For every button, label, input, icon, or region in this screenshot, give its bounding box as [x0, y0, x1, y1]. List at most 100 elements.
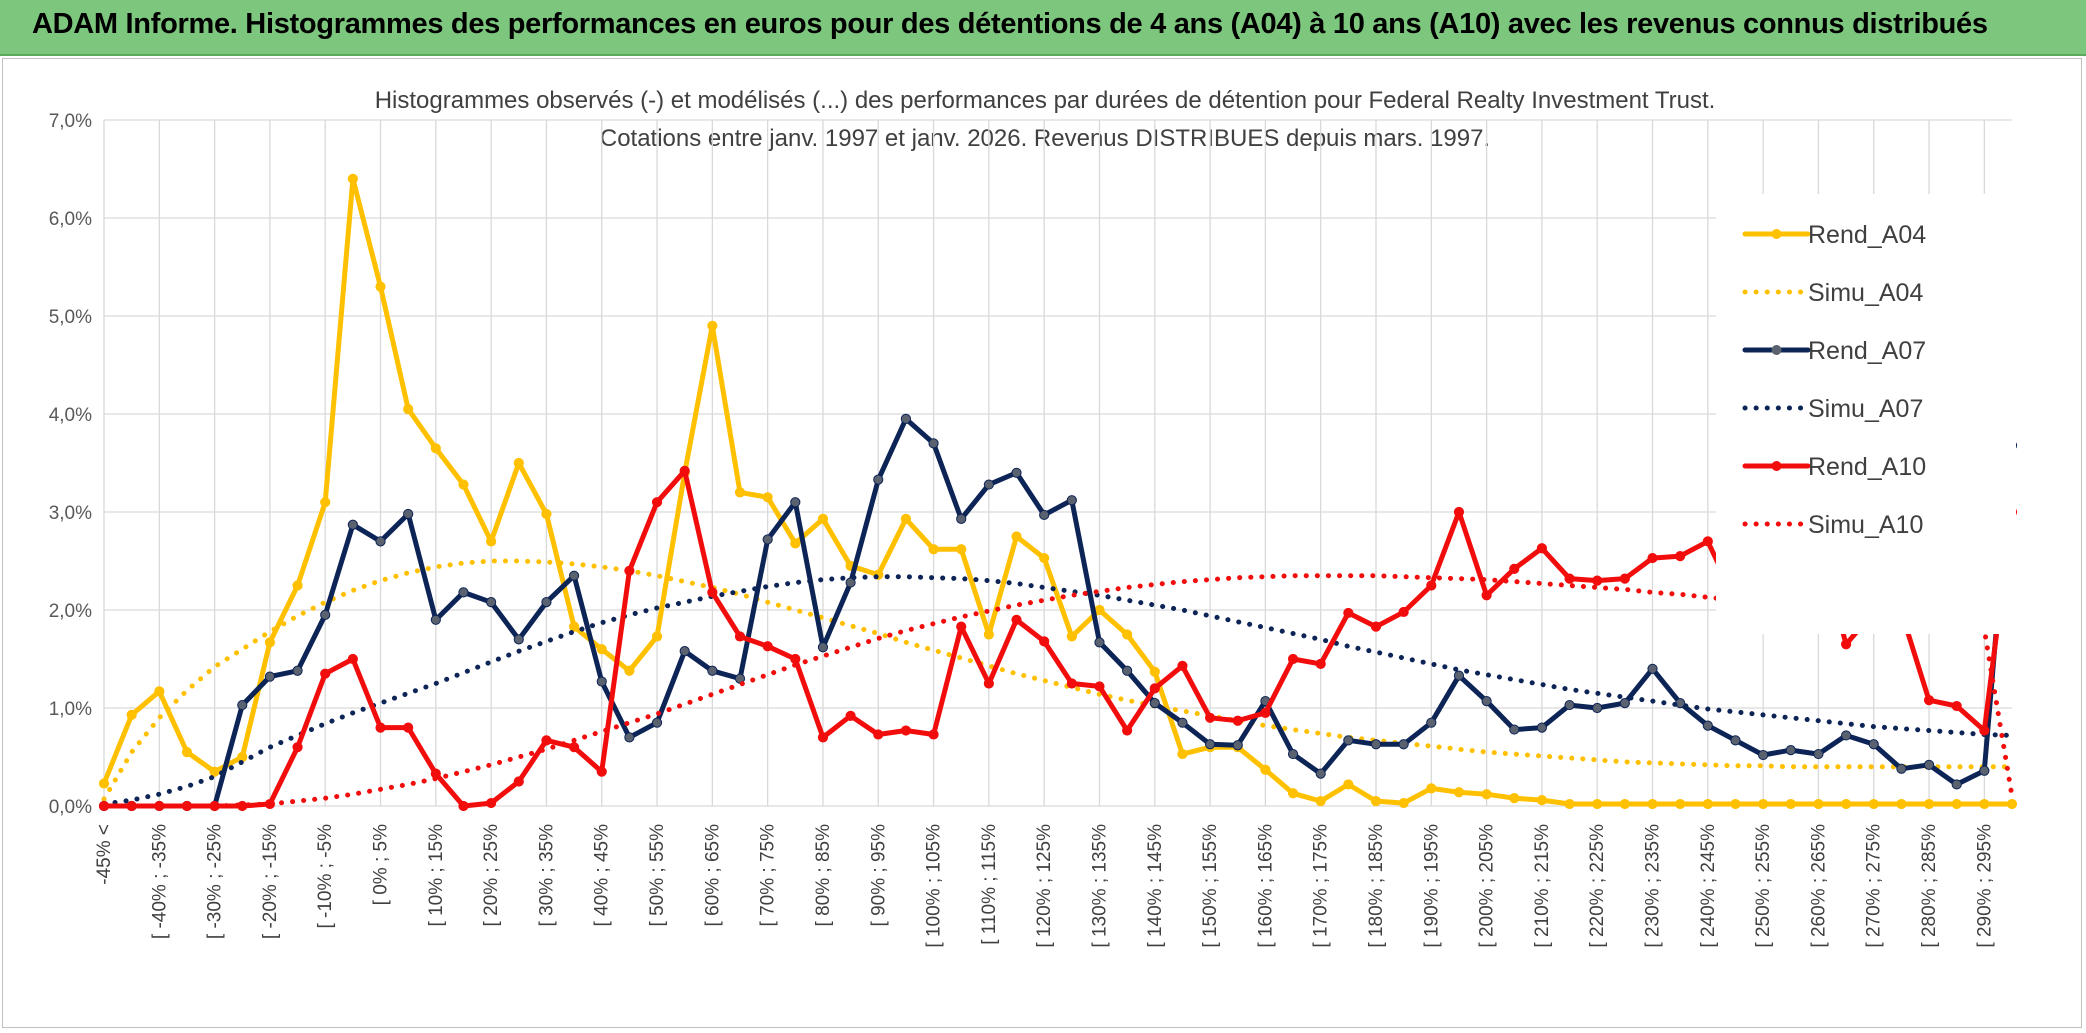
y-tick-label: 4,0% [49, 405, 92, 426]
point-Rend_A04 [1702, 798, 1713, 810]
point-Rend_A04 [1426, 783, 1437, 794]
line-Rend_A10 [101, 468, 2015, 809]
point-Rend_A07 [983, 479, 994, 490]
point-Rend_A04 [568, 621, 580, 632]
point-Rend_A04 [1758, 798, 1769, 810]
point-Rend_A07 [375, 536, 386, 547]
x-tick-label: [ -30% ; -25% [205, 824, 226, 939]
point-Rend_A10 [734, 631, 746, 642]
x-tick-label: [ 200% ; 205% [1477, 824, 1498, 948]
point-Rend_A04 [1315, 796, 1326, 807]
point-Rend_A07 [596, 676, 607, 687]
point-Rend_A04 [458, 479, 469, 490]
point-Rend_A04 [956, 544, 967, 555]
x-tick-label: [ 80% ; 85% [813, 824, 834, 927]
point-Rend_A04 [209, 766, 220, 777]
point-Rend_A04 [1979, 798, 1990, 810]
x-tick-label: [ 160% ; 165% [1255, 824, 1276, 948]
point-Rend_A07 [1923, 759, 1935, 770]
chart-title: Histogrammes observés (-) et modélisés (… [375, 87, 1716, 114]
point-Rend_A07 [264, 671, 276, 682]
point-Rend_A07 [1094, 637, 1105, 648]
point-Rend_A10 [1509, 563, 1520, 574]
legend-label: Simu_A10 [1808, 511, 1923, 539]
x-tick-label: [ 280% ; 285% [1919, 824, 1940, 948]
point-Rend_A07 [486, 597, 497, 608]
point-Rend_A07 [430, 614, 441, 625]
point-Rend_A10 [486, 797, 497, 809]
point-Rend_A10 [541, 735, 552, 746]
point-Rend_A07 [1564, 699, 1575, 711]
point-Rend_A10 [568, 742, 580, 753]
point-Rend_A10 [1232, 715, 1243, 726]
point-Rend_A04 [790, 538, 801, 549]
point-Rend_A04 [375, 281, 386, 292]
y-tick-label: 3,0% [49, 503, 92, 524]
point-Rend_A10 [873, 729, 884, 740]
point-Rend_A07 [292, 665, 303, 676]
x-tick-label: [ 100% ; 105% [924, 824, 945, 948]
point-Rend_A07 [873, 474, 884, 485]
point-Rend_A07 [1315, 768, 1326, 779]
point-Rend_A07 [1343, 735, 1354, 746]
point-Rend_A07 [817, 642, 829, 653]
point-Rend_A04 [1453, 787, 1465, 798]
point-Rend_A04 [1481, 789, 1492, 800]
point-Rend_A07 [1840, 730, 1852, 741]
point-Rend_A10 [1979, 725, 1990, 736]
y-tick-label: 2,0% [49, 601, 92, 622]
point-Rend_A04 [1619, 798, 1630, 810]
point-Rend_A07 [1509, 724, 1520, 735]
point-Rend_A04 [1260, 764, 1271, 775]
point-Rend_A04 [1122, 629, 1133, 640]
point-Rend_A07 [1232, 740, 1243, 751]
x-tick-label: [ 240% ; 245% [1698, 824, 1719, 948]
point-Rend_A07 [1204, 739, 1216, 750]
x-tick-label: [ 120% ; 125% [1034, 824, 1055, 948]
point-Rend_A10 [1398, 606, 1409, 618]
point-Rend_A10 [292, 742, 303, 753]
x-tick-label: -45% < [94, 824, 115, 885]
x-tick-label: [ 140% ; 145% [1145, 824, 1166, 948]
point-Rend_A04 [1730, 798, 1741, 810]
x-tick-label: [ 110% ; 115% [979, 824, 1000, 945]
point-Rend_A10 [1647, 552, 1658, 564]
point-Rend_A07 [900, 413, 912, 424]
legend-marker [1771, 461, 1782, 471]
point-Rend_A10 [1370, 621, 1382, 632]
x-tick-label: [ 210% ; 215% [1532, 824, 1553, 948]
point-Rend_A10 [651, 497, 663, 508]
point-Rend_A10 [707, 587, 718, 598]
point-Rend_A04 [154, 686, 165, 697]
point-Rend_A04 [596, 644, 607, 655]
point-Rend_A07 [1785, 745, 1796, 756]
point-Rend_A04 [1509, 793, 1520, 804]
point-Rend_A04 [817, 513, 829, 524]
point-Rend_A04 [1066, 631, 1077, 642]
point-Rend_A10 [320, 668, 331, 679]
point-Rend_A07 [651, 717, 663, 728]
legend-marker [1771, 345, 1782, 355]
point-Rend_A04 [1177, 748, 1188, 760]
point-Rend_A04 [513, 457, 524, 469]
point-Rend_A04 [1536, 795, 1548, 806]
point-Rend_A07 [568, 570, 580, 581]
x-tick-label: [ 230% ; 235% [1643, 824, 1664, 948]
series-Rend_A04 [98, 173, 2018, 810]
point-Rend_A07 [679, 646, 690, 657]
line-Simu_A10 [101, 573, 2015, 809]
point-Rend_A04 [1896, 798, 1907, 810]
point-Rend_A10 [790, 653, 801, 665]
point-Rend_A07 [1370, 739, 1382, 750]
point-Rend_A07 [1011, 467, 1022, 478]
point-Rend_A07 [403, 508, 414, 520]
point-Rend_A10 [624, 565, 635, 576]
point-Rend_A07 [1813, 748, 1824, 760]
point-Rend_A10 [347, 653, 358, 665]
point-Rend_A10 [1702, 536, 1713, 547]
point-Rend_A10 [1453, 506, 1465, 518]
chart-subtitle: Cotations entre janv. 1997 et janv. 2026… [600, 125, 1490, 152]
x-tick-label: [ 10% ; 15% [426, 824, 447, 927]
point-Rend_A04 [1149, 666, 1160, 677]
point-Rend_A10 [1177, 660, 1188, 671]
